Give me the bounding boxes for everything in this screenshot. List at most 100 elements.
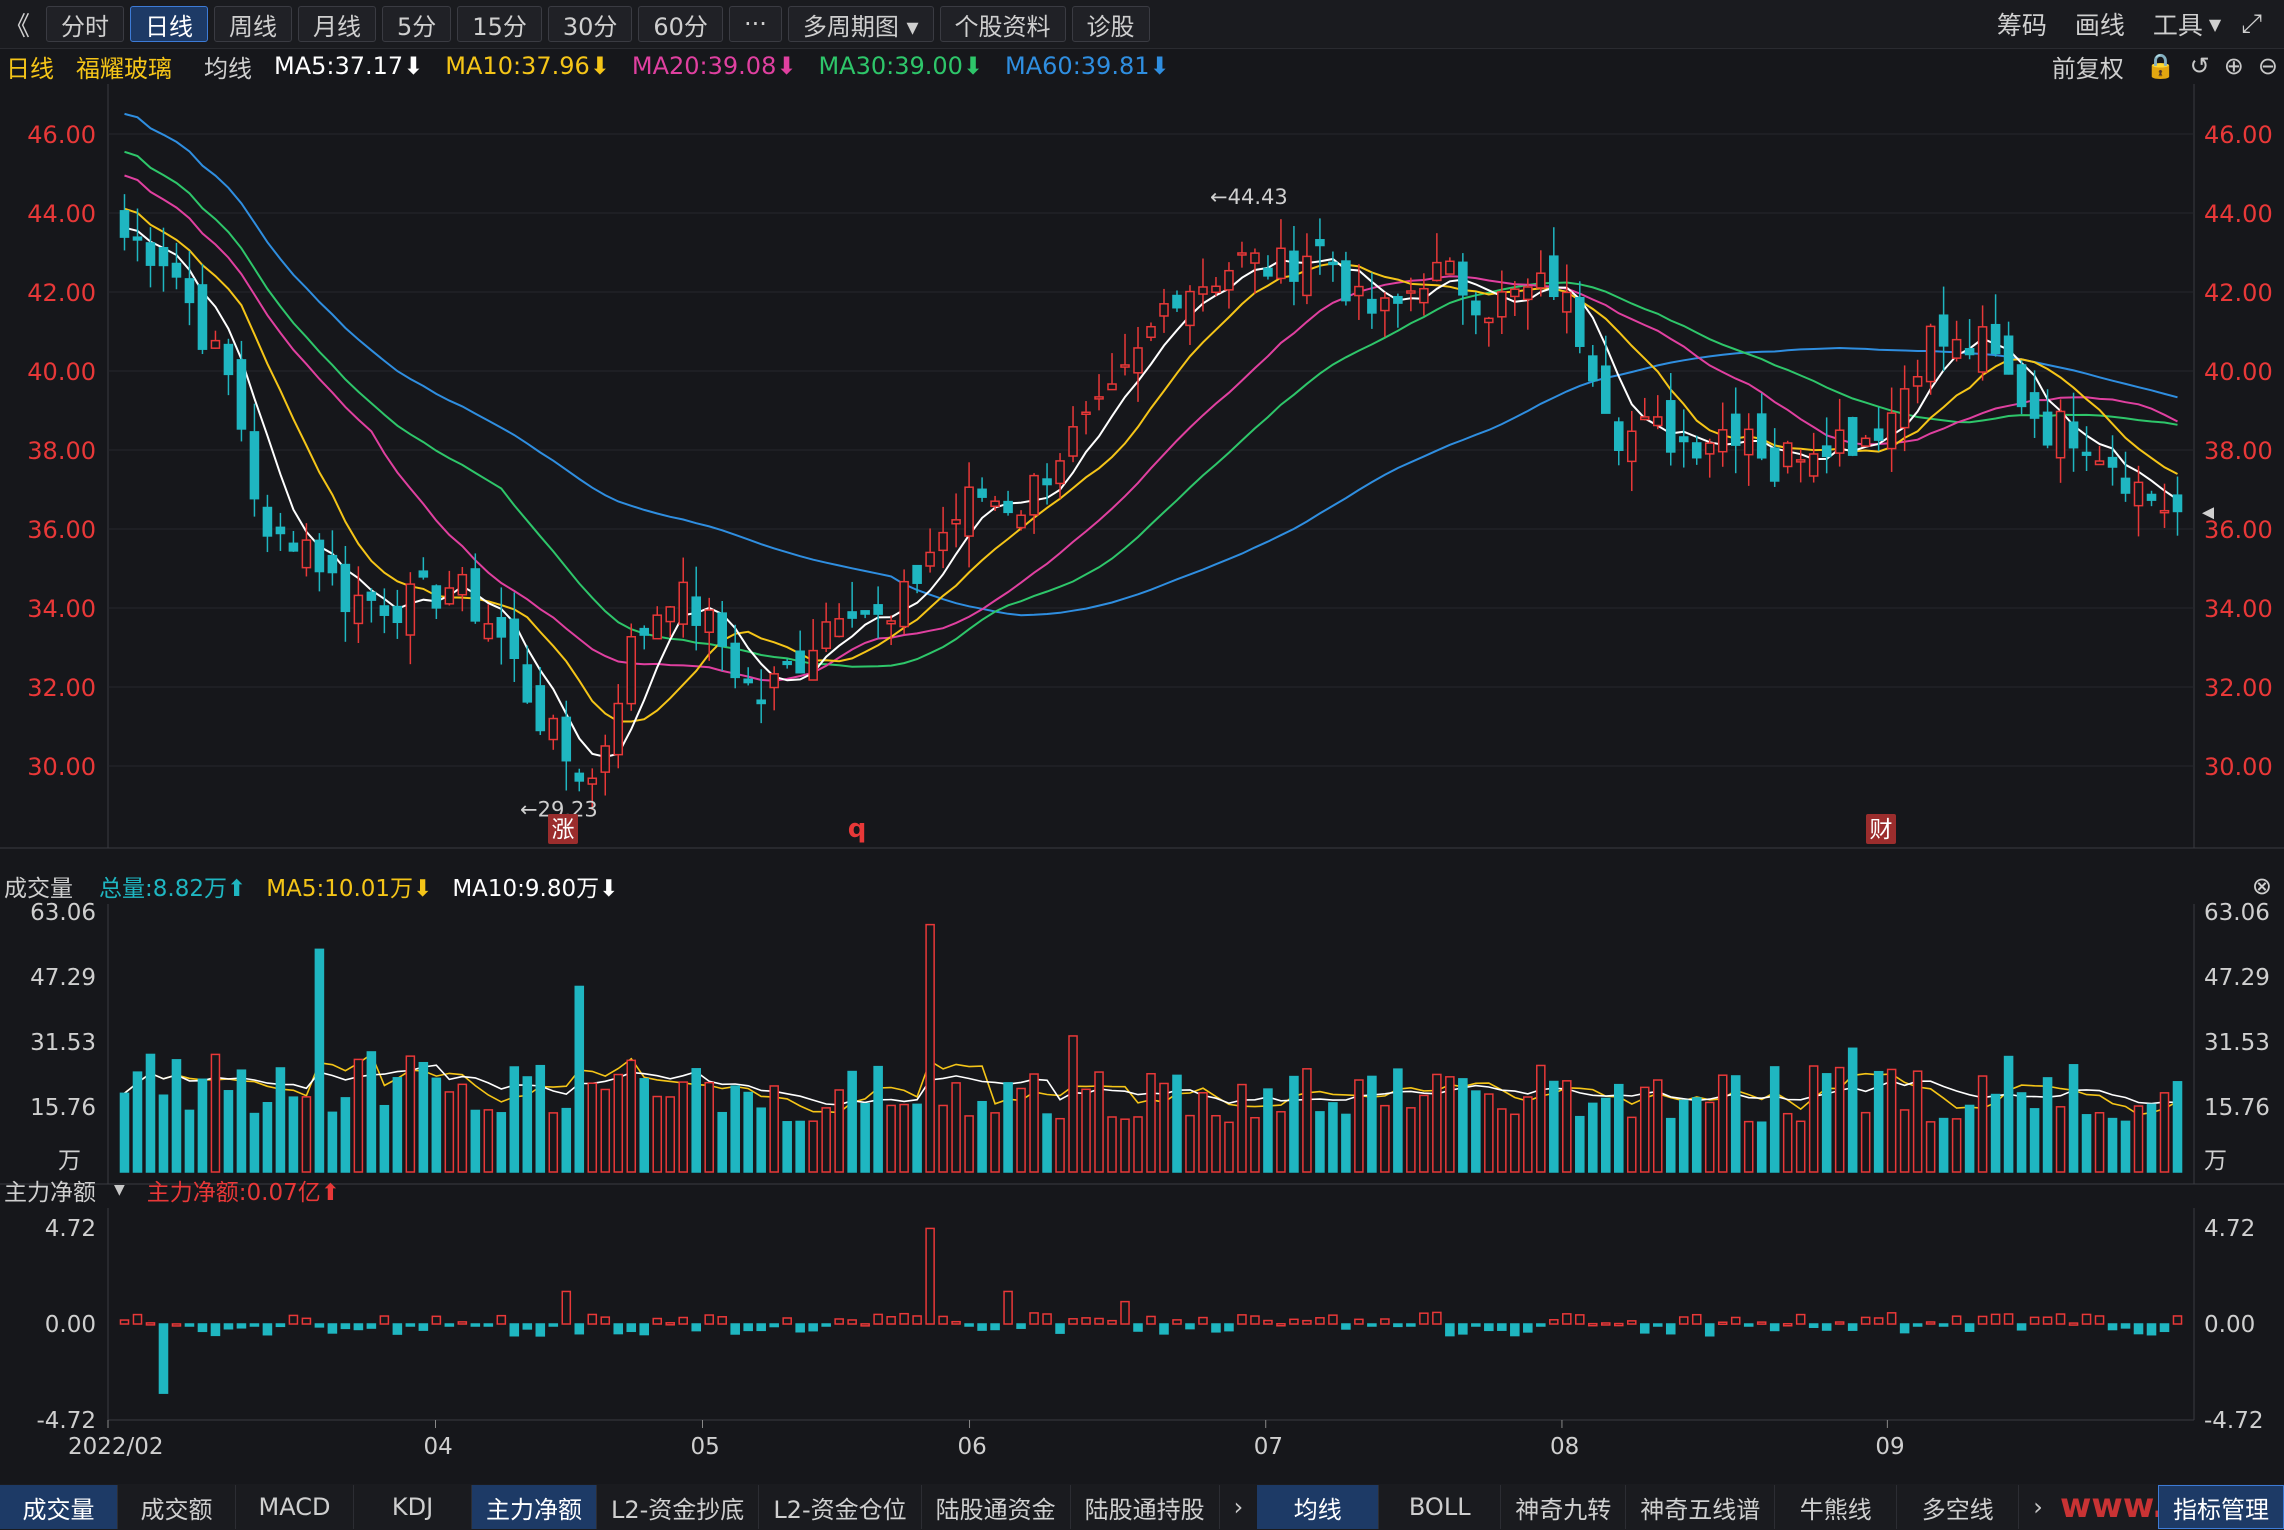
flow-bar [535, 1323, 546, 1337]
overlay-tab[interactable]: 多空线 [1897, 1485, 2020, 1529]
kline-chart[interactable]: 46.00 44.00 42.00 40.00 38.00 36.00 34.00 32.00… [0, 84, 2284, 1484]
candle-body [2055, 410, 2066, 459]
flow-bar [2107, 1323, 2118, 1331]
tools-menu[interactable]: 工具 [2152, 11, 2203, 40]
candle-body [1951, 338, 1962, 359]
chevron-down-icon[interactable]: ▼ [114, 1182, 125, 1198]
volume-bar [1665, 1117, 1676, 1173]
candle-body [1107, 383, 1117, 391]
volume-bar [119, 1092, 130, 1173]
period-button[interactable]: 日线 [130, 6, 209, 42]
candle-body [275, 526, 286, 535]
volume-bar [1484, 1093, 1494, 1173]
volume-bar [1198, 1092, 1208, 1173]
flow-bar [483, 1323, 494, 1327]
candle-body [1899, 388, 1910, 429]
candle-body [353, 594, 364, 625]
volume-bar [1523, 1096, 1533, 1173]
period-button[interactable]: ··· [728, 6, 782, 42]
volume-bar [1938, 1117, 1949, 1173]
candle-body [1769, 447, 1780, 482]
volume-bar [496, 1112, 507, 1173]
lock-icon[interactable]: 🔒 [2145, 52, 2176, 80]
period-button[interactable]: 诊股 [1071, 6, 1150, 42]
flow-bar [964, 1323, 974, 1327]
overlay-tab[interactable]: 牛熊线 [1775, 1485, 1898, 1529]
period-button[interactable]: 15分 [457, 6, 542, 42]
volume-title[interactable]: 成交量 [4, 876, 73, 902]
ma-value: MA30:39.00⬇ [818, 52, 984, 80]
candle-body [1691, 442, 1702, 459]
chevron-right-icon[interactable]: › [1233, 1493, 1244, 1521]
top-toolbar: 《 分时 日线 周线 月线 5分 15分 30分 60分 ··· 多周期图 ▾ 个股资料 诊股 筹码 … [0, 0, 2284, 49]
flow-bar [899, 1312, 909, 1325]
close-panel-icon[interactable]: ⊗ [2251, 872, 2272, 900]
volume-bar [158, 1094, 169, 1173]
draw-button[interactable]: 画线 [2074, 11, 2125, 40]
candle-body [1990, 323, 2001, 355]
price-tick: 40.00 [27, 358, 96, 386]
period-button[interactable]: 周线 [214, 6, 293, 42]
flow-bar [392, 1323, 403, 1335]
overlay-tab[interactable]: 均线 [1257, 1485, 1380, 1529]
candle-body [769, 673, 779, 689]
candle-body [730, 642, 740, 679]
flow-bar [496, 1314, 507, 1325]
indicator-tab[interactable]: 主力净额 [472, 1485, 597, 1529]
volume-value: 总量:8.82万⬆ [99, 876, 247, 902]
period-button[interactable]: 5分 [382, 6, 452, 42]
collapse-icon[interactable]: 《 [4, 11, 31, 42]
indicator-tab[interactable]: L2-资金抄底 [597, 1485, 760, 1529]
volume-bar [1588, 1102, 1598, 1173]
zoom-in-icon[interactable]: ⊕ [2223, 52, 2244, 80]
chevron-down-icon[interactable]: ▼ [2208, 14, 2222, 34]
indicator-tabs-left: 成交量 成交额 MACD KDJ 主力净额 L2-资金抄底 L2-资金仓位 陆股通资金 陆股通持… [0, 1485, 1220, 1529]
adjust-dropdown[interactable]: 前复权 [2051, 54, 2124, 83]
event-marker-bg [1866, 814, 1896, 844]
volume-bar [197, 1078, 208, 1173]
volume-bar [639, 1078, 650, 1173]
indicator-manage-button[interactable]: 指标管理 [2158, 1485, 2284, 1529]
volume-bar [587, 1082, 598, 1173]
volume-bar [1990, 1093, 2001, 1173]
candle-body [977, 488, 987, 498]
undo-icon[interactable]: ↺ [2189, 52, 2210, 80]
net-flow-title[interactable]: 主力净额 [4, 1180, 96, 1206]
indicator-tab[interactable]: 成交额 [118, 1485, 236, 1529]
overlay-tab[interactable]: BOLL [1379, 1485, 1502, 1529]
period-button[interactable]: 多周期图 ▾ [787, 6, 934, 42]
indicator-tab[interactable]: 陆股通持股 [1071, 1485, 1220, 1529]
indicator-tab[interactable]: MACD [236, 1485, 354, 1529]
zoom-out-icon[interactable]: ⊖ [2257, 52, 2278, 80]
stock-name[interactable]: 福耀玻璃 [76, 54, 172, 83]
price-tick: 46.00 [27, 121, 96, 149]
candle-body [847, 611, 857, 619]
candle-body [743, 678, 753, 684]
period-button[interactable]: 30分 [547, 6, 633, 42]
flow-bar [522, 1323, 533, 1330]
flow-bar [1990, 1313, 2001, 1325]
flow-bar [366, 1323, 377, 1329]
flow-bar [886, 1316, 896, 1325]
indicator-tab[interactable]: KDJ [354, 1485, 472, 1529]
overlay-tab[interactable]: 神奇九转 [1501, 1485, 1627, 1529]
candle-body [938, 531, 948, 552]
candle-body [561, 716, 572, 762]
candle-body [964, 486, 974, 537]
indicator-tab[interactable]: 成交量 [0, 1485, 118, 1529]
fullscreen-icon[interactable]: ⤢ [2241, 8, 2262, 39]
period-button[interactable]: 60分 [638, 6, 723, 42]
chevron-right-icon[interactable]: › [2033, 1493, 2043, 1521]
indicator-tab[interactable]: 陆股通资金 [922, 1485, 1071, 1529]
chip-button[interactable]: 筹码 [1996, 11, 2047, 40]
overlay-tab[interactable]: 神奇五线谱 [1626, 1485, 1776, 1529]
period-button[interactable]: 分时 [46, 6, 125, 42]
flow-bar [2016, 1323, 2027, 1331]
volume-bar [1536, 1064, 1546, 1173]
flow-bar [1536, 1323, 1546, 1327]
ma30-line [124, 150, 2178, 668]
indicator-tab[interactable]: L2-资金仓位 [759, 1485, 922, 1529]
period-button[interactable]: 个股资料 [939, 6, 1066, 42]
period-button[interactable]: 月线 [298, 6, 377, 42]
ma-label[interactable]: 均线 [204, 54, 252, 83]
